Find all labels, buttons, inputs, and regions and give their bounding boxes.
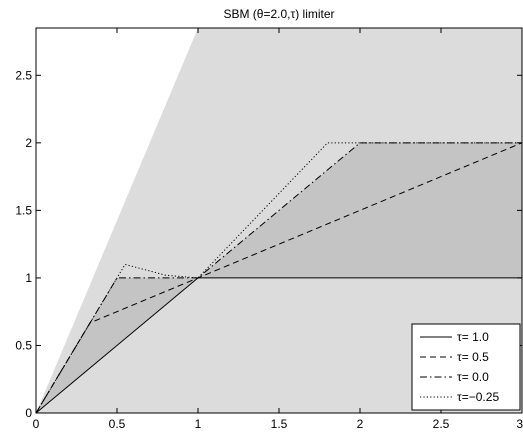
series-lines xyxy=(35,142,523,414)
legend-box xyxy=(411,323,521,411)
x-tick-label: 2 xyxy=(357,417,364,431)
legend: τ= 1.0 τ= 0.5 τ= 0.0 τ=−0.25 xyxy=(411,323,521,411)
y-axis-ticks: 0 0.5 1 1.5 2 2.5 xyxy=(15,68,522,420)
x-tick-label: 2.5 xyxy=(433,417,450,431)
chart-title: SBM (θ=2.0,τ) limiter xyxy=(223,7,334,21)
series-line-1 xyxy=(35,142,523,414)
legend-label-2: τ= 0.0 xyxy=(457,370,489,384)
x-tick-label: 0 xyxy=(33,417,40,431)
y-tick-label: 2 xyxy=(25,136,32,150)
series-line-3 xyxy=(35,142,522,414)
x-tick-label: 1 xyxy=(195,417,202,431)
legend-label-3: τ=−0.25 xyxy=(457,390,499,404)
y-tick-label: 0 xyxy=(25,406,32,420)
legend-label-0: τ= 1.0 xyxy=(457,330,489,344)
x-tick-label: 1.5 xyxy=(271,417,288,431)
y-tick-label: 0.5 xyxy=(15,338,32,352)
x-tick-label: 0.5 xyxy=(109,417,126,431)
y-tick-label: 1.5 xyxy=(15,203,32,217)
x-tick-label: 3 xyxy=(516,417,523,431)
y-tick-label: 1 xyxy=(25,271,32,285)
y-tick-label: 2.5 xyxy=(15,68,32,82)
legend-label-1: τ= 0.5 xyxy=(457,350,489,364)
x-axis-ticks: 0 0.5 1 1.5 2 2.5 3 xyxy=(33,28,523,431)
